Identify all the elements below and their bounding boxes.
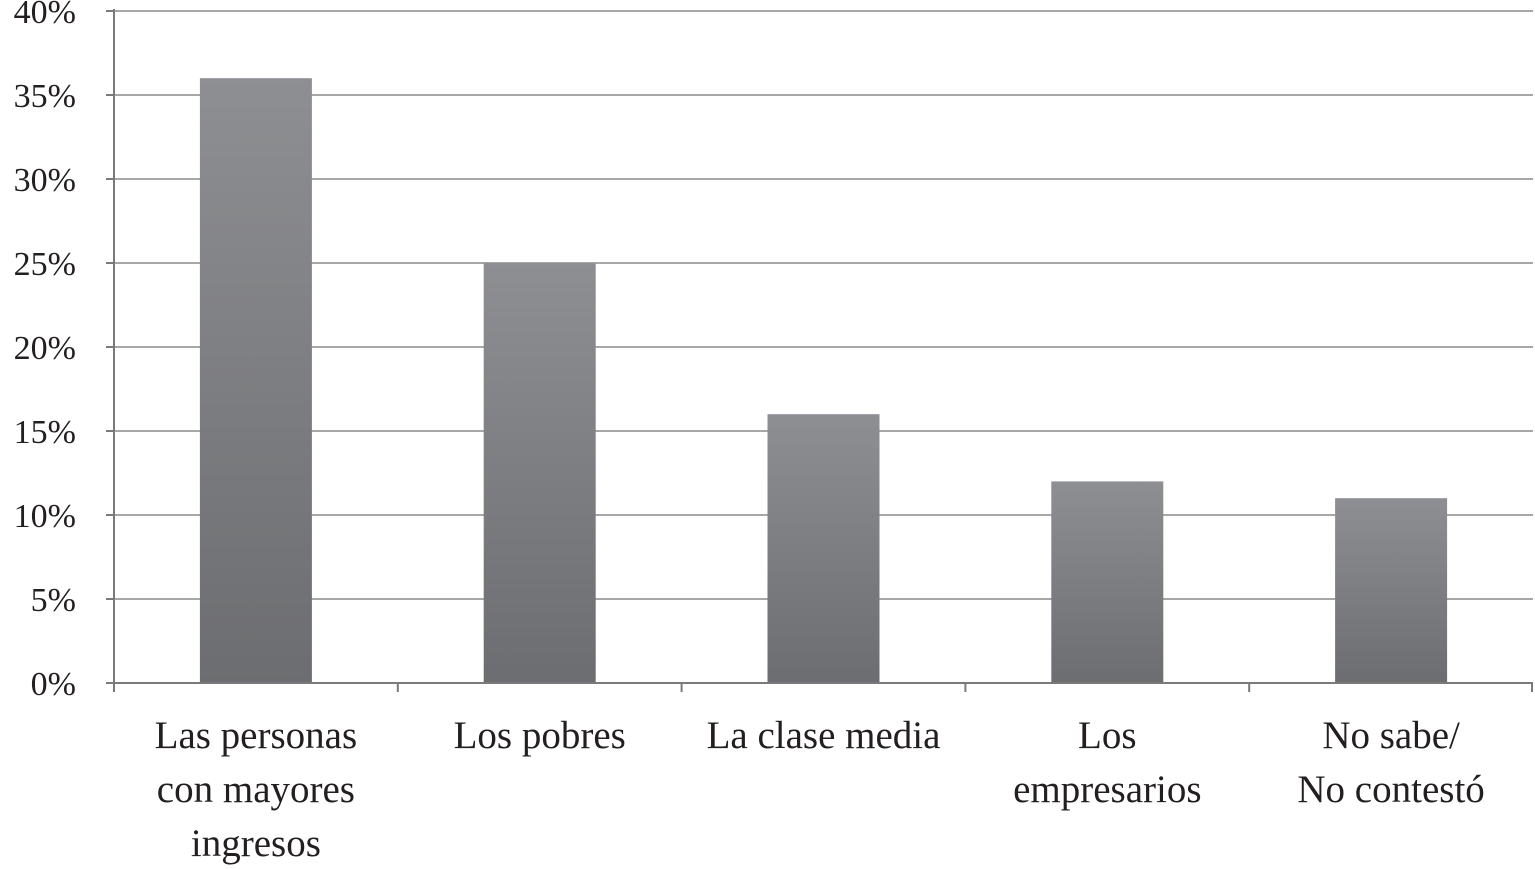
x-category-label-line: La clase media [707, 714, 941, 757]
bar-0 [199, 78, 312, 683]
y-tick-label: 15% [14, 414, 76, 451]
y-tick-label: 40% [14, 0, 76, 31]
y-axis-tick-labels: 0% 5% 10% 15% 20% 25% 30% 35% 40% [14, 0, 76, 703]
x-category-label-line: Las personas [155, 714, 358, 757]
x-category-label-line: ingresos [191, 822, 321, 865]
x-category-label-line: No sabe/ [1322, 714, 1460, 757]
x-category-label-4: No sabe/No contestó [1297, 714, 1484, 811]
bars [199, 78, 1448, 683]
bar-2 [767, 414, 880, 683]
x-category-label-line: con mayores [157, 768, 355, 811]
y-tick-label: 20% [14, 330, 76, 367]
y-tick-label: 5% [31, 582, 76, 619]
bar-1 [483, 263, 596, 683]
x-category-label-line: empresarios [1013, 768, 1201, 811]
x-category-label-3: Los empresarios [1013, 714, 1201, 811]
x-category-label-1: Los pobres [454, 714, 626, 757]
x-category-label-line: No contestó [1297, 768, 1484, 811]
x-category-label-2: La clase media [707, 714, 941, 757]
y-tick-label: 10% [14, 498, 76, 535]
y-tick-label: 25% [14, 246, 76, 283]
bar-3 [1051, 481, 1164, 683]
x-axis-category-labels: Las personas con mayores ingresos Los pobre… [155, 714, 1485, 865]
axes [106, 9, 1533, 692]
y-tick-label: 30% [14, 162, 76, 199]
y-tick-label: 35% [14, 78, 76, 115]
x-category-label-line: Los pobres [454, 714, 626, 757]
bar-4 [1335, 498, 1448, 683]
y-tick-label: 0% [31, 666, 76, 703]
x-category-label-0: Las personas con mayores ingresos [155, 714, 358, 865]
x-category-label-line: Los [1078, 714, 1137, 757]
